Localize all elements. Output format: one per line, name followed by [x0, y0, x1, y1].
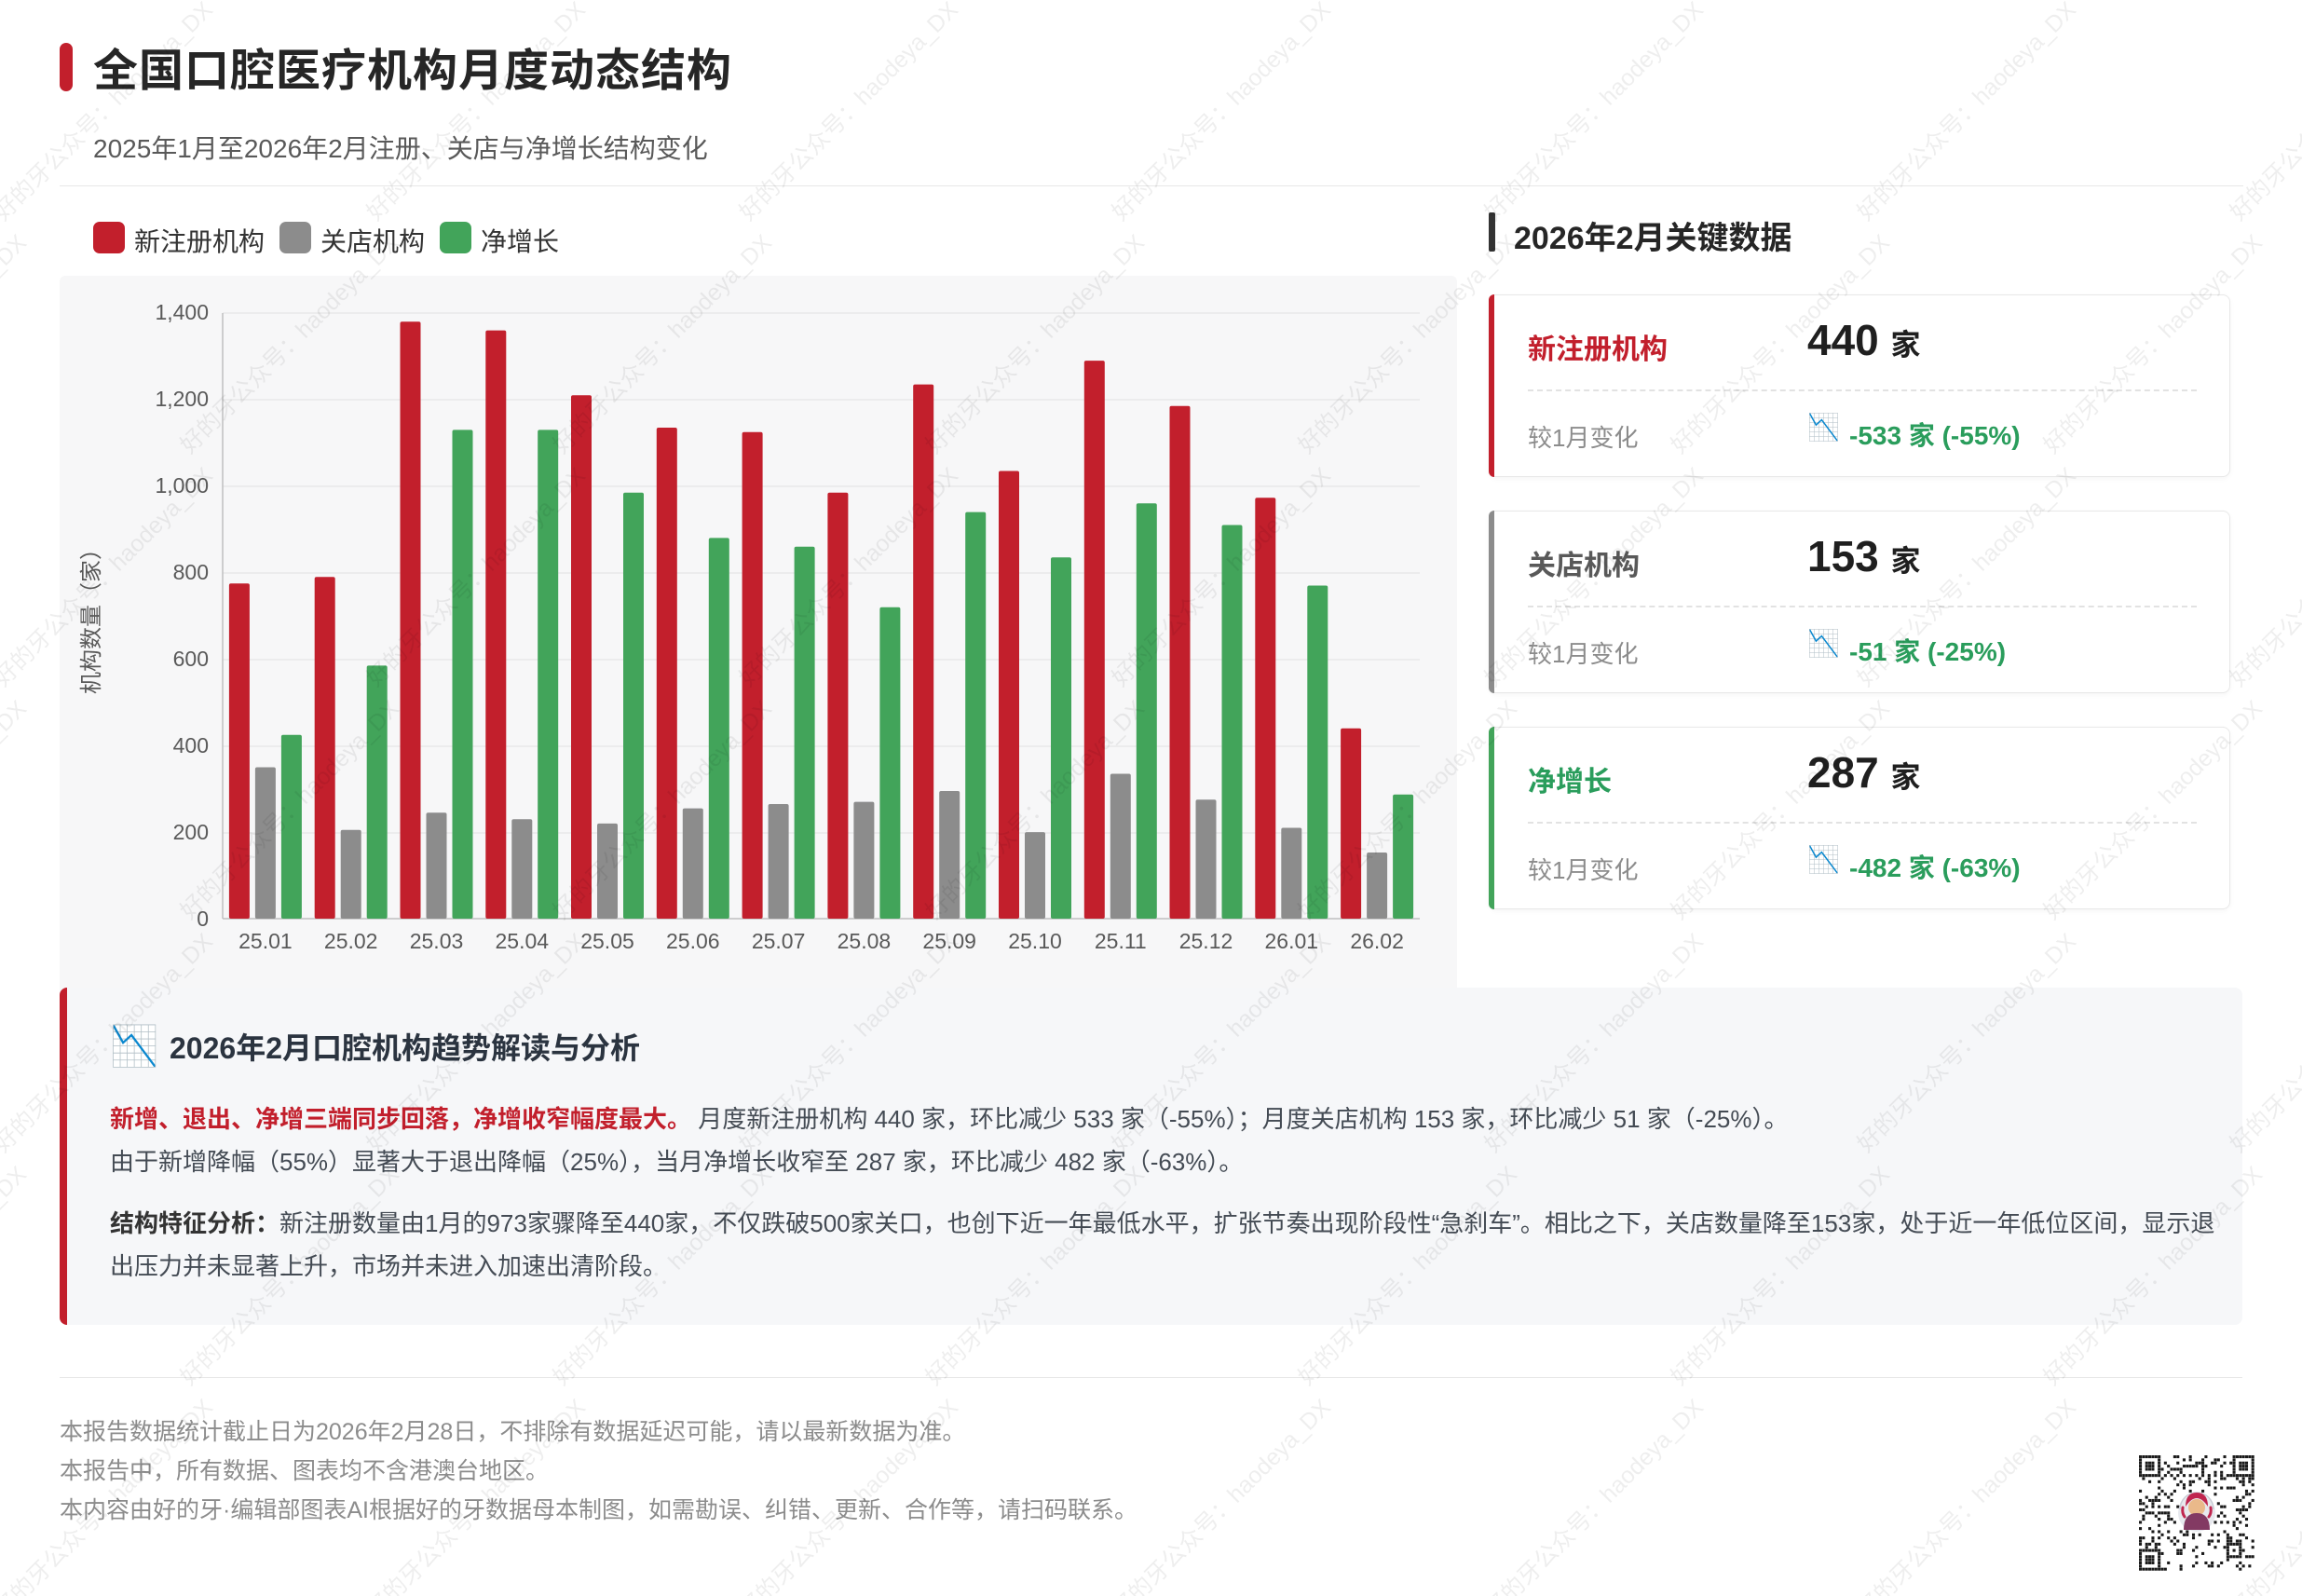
svg-text:0: 0 [197, 907, 209, 931]
svg-text:1,200: 1,200 [155, 387, 209, 411]
svg-text:200: 200 [173, 820, 209, 844]
svg-text:1,000: 1,000 [155, 473, 209, 498]
svg-text:600: 600 [173, 647, 209, 671]
svg-text:25.08: 25.08 [838, 929, 892, 953]
svg-text:25.04: 25.04 [496, 929, 550, 953]
svg-text:25.10: 25.10 [1008, 929, 1062, 953]
svg-text:25.02: 25.02 [324, 929, 378, 953]
svg-text:26.01: 26.01 [1265, 929, 1319, 953]
svg-text:25.09: 25.09 [922, 929, 976, 953]
svg-text:400: 400 [173, 733, 209, 757]
svg-text:800: 800 [173, 560, 209, 584]
svg-text:25.05: 25.05 [580, 929, 634, 953]
svg-text:25.07: 25.07 [752, 929, 806, 953]
svg-text:1,400: 1,400 [155, 300, 209, 324]
svg-text:25.03: 25.03 [410, 929, 464, 953]
svg-text:25.11: 25.11 [1095, 929, 1147, 953]
svg-text:25.06: 25.06 [666, 929, 720, 953]
svg-text:25.12: 25.12 [1179, 929, 1233, 953]
svg-text:机构数量（家）: 机构数量（家） [79, 538, 104, 694]
svg-text:25.01: 25.01 [238, 929, 293, 953]
svg-text:26.02: 26.02 [1350, 929, 1404, 953]
